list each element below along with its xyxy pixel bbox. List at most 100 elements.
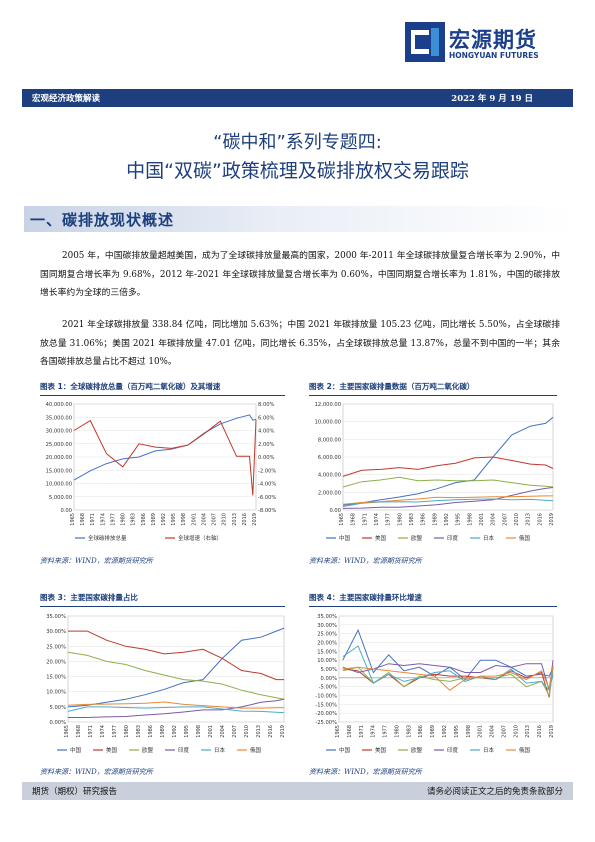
x-tick-label: 1977 bbox=[383, 725, 389, 738]
x-tick-label: 1980 bbox=[124, 725, 130, 738]
x-tick-label: 1974 bbox=[371, 725, 377, 738]
x-tick-label: 2007 bbox=[502, 513, 508, 526]
y-tick-label: 30.00% bbox=[46, 629, 66, 635]
figure4-source: 资料来源：WIND，宏源期货研究所 bbox=[309, 768, 422, 776]
y-tick-label: 20.00% bbox=[46, 659, 66, 665]
x-tick-label: 1998 bbox=[196, 725, 202, 738]
series-line-2 bbox=[73, 419, 257, 496]
x-tick-label: 2019 bbox=[252, 513, 258, 526]
legend-label: 印度 bbox=[178, 746, 190, 754]
y-tick-label: 40,000.00 bbox=[46, 402, 72, 408]
report-date: 2022 年 9 月 19 日 bbox=[451, 94, 533, 104]
y-tick-label: 5.00% bbox=[321, 667, 338, 673]
y-tick-label: 30,000.00 bbox=[46, 429, 72, 435]
y-tick-label: 15.00% bbox=[317, 649, 337, 655]
x-tick-label: 2010 bbox=[514, 513, 520, 526]
x-tick-label: 2016 bbox=[537, 513, 543, 526]
figure1-source: 资料来源：WIND，宏源期货研究所 bbox=[40, 557, 153, 565]
x-tick-label: 2004 bbox=[220, 725, 226, 738]
x-tick-label: 1998 bbox=[467, 513, 473, 526]
x-tick-label: 2010 bbox=[222, 513, 228, 526]
y-tick-label: 10,000.00 bbox=[46, 482, 72, 488]
x-tick-label: 1989 bbox=[151, 513, 157, 526]
y-tick-label: 0.00% bbox=[321, 676, 338, 682]
y-right-tick-label: -2.00% bbox=[258, 468, 276, 474]
x-tick-label: 1995 bbox=[454, 725, 460, 738]
y-tick-label: -25.00% bbox=[315, 720, 337, 726]
y-tick-label: 30.00% bbox=[317, 623, 337, 629]
footer-report-type: 期货（期权）研究报告 bbox=[32, 787, 118, 797]
logo-mark-icon bbox=[405, 22, 445, 62]
x-tick-label: 2004 bbox=[201, 513, 207, 526]
x-tick-label: 2007 bbox=[501, 725, 507, 738]
legend-label: 俄国 bbox=[250, 746, 262, 754]
y-tick-label: 12,000.00 bbox=[315, 402, 341, 408]
legend-label: 俄国 bbox=[519, 534, 531, 542]
x-tick-label: 1989 bbox=[160, 725, 166, 738]
x-tick-label: 1974 bbox=[374, 513, 380, 526]
x-tick-label: 1989 bbox=[432, 513, 438, 526]
x-tick-label: 1971 bbox=[88, 725, 94, 738]
x-tick-label: 1968 bbox=[351, 513, 357, 526]
x-tick-label: 1965 bbox=[335, 725, 341, 738]
x-tick-label: 1974 bbox=[100, 725, 106, 738]
x-tick-label: 1983 bbox=[409, 513, 415, 526]
x-tick-label: 1992 bbox=[172, 725, 178, 738]
x-tick-label: 2001 bbox=[478, 725, 484, 738]
y-tick-label: 0.00% bbox=[50, 720, 67, 726]
x-tick-label: 2019 bbox=[549, 725, 555, 738]
series-line-5 bbox=[67, 706, 285, 714]
series-line-4 bbox=[68, 698, 285, 718]
x-tick-label: 2013 bbox=[525, 725, 531, 738]
x-tick-label: 2019 bbox=[549, 513, 555, 526]
x-tick-label: 2016 bbox=[537, 725, 543, 738]
x-tick-label: 1965 bbox=[64, 725, 70, 738]
legend-label: 欧盟 bbox=[142, 746, 154, 754]
series-line-4 bbox=[342, 660, 554, 691]
x-tick-label: 1965 bbox=[339, 513, 345, 526]
y-tick-label: 4,000.00 bbox=[318, 473, 341, 479]
report-category: 宏观经济政策解读 bbox=[32, 94, 101, 104]
y-tick-label: -10.00% bbox=[315, 694, 337, 700]
legend-label: 美国 bbox=[375, 534, 387, 542]
y-tick-label: -15.00% bbox=[315, 702, 337, 708]
header-bar: 宏观经济政策解读 2022 年 9 月 19 日 bbox=[22, 89, 573, 107]
legend-label: 印度 bbox=[447, 746, 459, 754]
x-tick-label: 1992 bbox=[442, 725, 448, 738]
y-tick-label: 35.00% bbox=[46, 614, 66, 620]
x-tick-label: 1986 bbox=[421, 513, 427, 526]
series-line-2 bbox=[342, 456, 554, 477]
legend-label: 欧盟 bbox=[411, 534, 423, 542]
y-right-tick-label: 0.00% bbox=[258, 455, 275, 461]
y-tick-label: 5.00% bbox=[50, 705, 67, 711]
series-line-5 bbox=[342, 498, 554, 507]
figure3-source: 资料来源：WIND，宏源期货研究所 bbox=[40, 768, 153, 776]
x-tick-label: 2013 bbox=[526, 513, 532, 526]
x-tick-label: 1980 bbox=[121, 513, 127, 526]
y-right-tick-label: -8.00% bbox=[258, 508, 276, 514]
y-tick-label: 25,000.00 bbox=[46, 442, 72, 448]
x-tick-label: 1992 bbox=[444, 513, 450, 526]
footer-bar: 期货（期权）研究报告 请务必阅读正文之后的免责条款部分 bbox=[22, 782, 573, 800]
y-tick-label: 10,000.00 bbox=[315, 420, 341, 426]
series-line-3 bbox=[67, 651, 285, 700]
legend-label: 日本 bbox=[214, 746, 226, 754]
x-tick-label: 1965 bbox=[70, 513, 76, 526]
y-tick-label: 35.00% bbox=[317, 614, 337, 620]
y-right-tick-label: 4.00% bbox=[258, 429, 275, 435]
x-tick-label: 1995 bbox=[456, 513, 462, 526]
y-right-tick-label: -4.00% bbox=[258, 482, 276, 488]
y-tick-label: 15.00% bbox=[46, 675, 66, 681]
y-tick-label: 6,000.00 bbox=[318, 455, 341, 461]
legend-label: 中国 bbox=[70, 746, 82, 754]
legend-label: 日本 bbox=[483, 534, 495, 542]
x-tick-label: 2001 bbox=[208, 725, 214, 738]
series-line-3 bbox=[342, 476, 554, 488]
x-tick-label: 1971 bbox=[362, 513, 368, 526]
section-heading: 一、碳排放现状概述 bbox=[24, 206, 573, 232]
y-tick-label: 10.00% bbox=[46, 690, 66, 696]
figure1-caption: 图表 1：全球碳排放总量（百万吨二氧化碳）及其增速 bbox=[40, 381, 285, 396]
x-tick-label: 2001 bbox=[191, 513, 197, 526]
x-tick-label: 1968 bbox=[347, 725, 353, 738]
series-line-1 bbox=[67, 627, 285, 708]
